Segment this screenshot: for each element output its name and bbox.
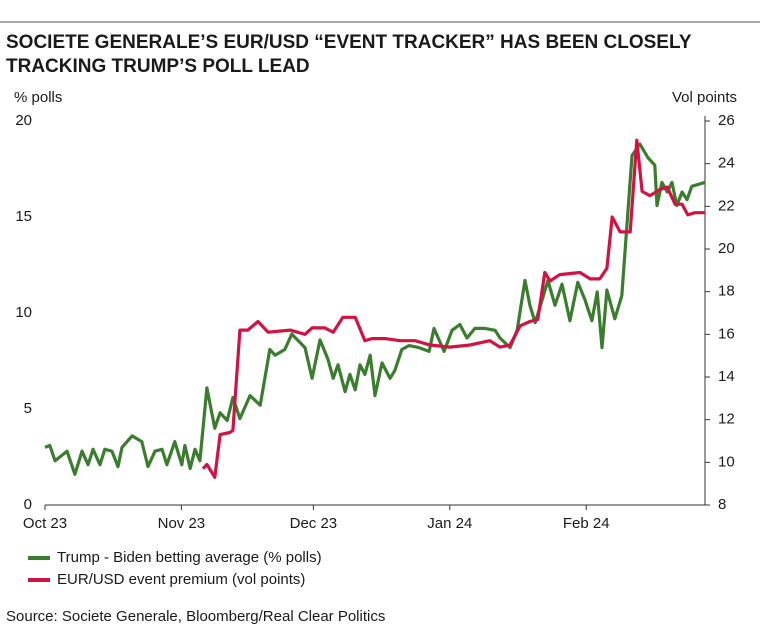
y2-axis-label: Vol points	[672, 89, 737, 106]
y2-tick-label: 24	[718, 155, 735, 172]
y-tick-label: 15	[15, 208, 32, 225]
chart-title: TRACKING TRUMP’S POLL LEAD	[6, 56, 310, 77]
y-tick-label: 5	[24, 400, 32, 417]
y2-tick-label: 16	[718, 325, 735, 342]
y2-tick-label: 18	[718, 283, 735, 300]
chart-title: SOCIETE GENERALE’S EUR/USD “EVENT TRACKE…	[6, 32, 692, 53]
legend-label: Trump - Biden betting average (% polls)	[57, 549, 322, 566]
y-tick-label: 20	[15, 112, 32, 129]
y2-tick-label: 26	[718, 112, 735, 129]
y2-tick-label: 20	[718, 240, 735, 257]
y-tick-label: 0	[24, 496, 32, 513]
source: Source: Societe Generale, Bloomberg/Real…	[6, 608, 385, 625]
y-tick-label: 10	[15, 304, 32, 321]
y2-tick-label: 12	[718, 411, 735, 428]
x-tick-label: Oct 23	[23, 515, 67, 532]
x-tick-label: Jan 24	[427, 515, 472, 532]
y2-tick-label: 22	[718, 197, 735, 214]
x-tick-label: Feb 24	[563, 515, 610, 532]
y2-tick-label: 8	[718, 496, 726, 513]
y2-tick-label: 14	[718, 368, 735, 385]
x-tick-label: Nov 23	[158, 515, 206, 532]
line-series	[201, 138, 705, 479]
legend-label: EUR/USD event premium (vol points)	[57, 571, 305, 588]
y2-tick-label: 10	[718, 453, 735, 470]
line-series	[44, 142, 706, 476]
x-tick-label: Dec 23	[290, 515, 338, 532]
y-axis-label: % polls	[14, 89, 62, 106]
